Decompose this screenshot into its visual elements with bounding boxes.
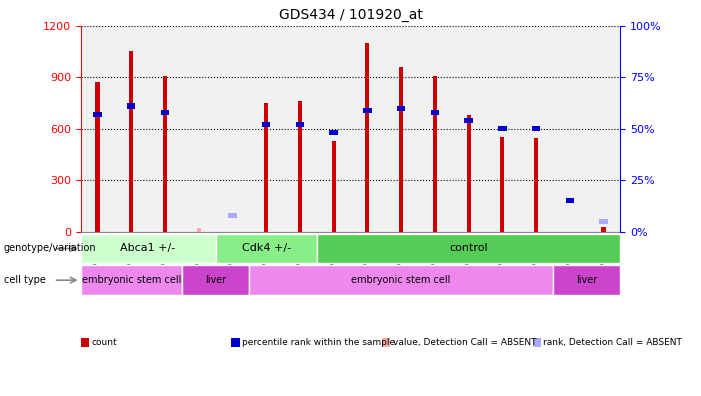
Bar <box>430 110 439 115</box>
Bar <box>264 103 268 232</box>
Bar <box>81 234 216 263</box>
Bar <box>182 26 216 232</box>
Bar <box>93 112 102 117</box>
Bar <box>519 26 553 232</box>
Bar <box>397 105 405 110</box>
Text: percentile rank within the sample: percentile rank within the sample <box>242 338 395 346</box>
Text: count: count <box>91 338 117 346</box>
Bar <box>599 219 608 224</box>
Bar <box>399 67 403 232</box>
Bar <box>601 227 606 232</box>
Text: embryonic stem cell: embryonic stem cell <box>351 275 451 285</box>
Text: genotype/variation: genotype/variation <box>4 244 96 253</box>
Bar <box>498 126 507 131</box>
Bar <box>433 76 437 232</box>
Bar <box>216 234 317 263</box>
Bar <box>114 26 148 232</box>
Bar <box>464 118 472 123</box>
Bar <box>182 265 250 295</box>
Bar <box>127 103 135 109</box>
Bar <box>148 26 182 232</box>
Bar <box>566 198 574 203</box>
Title: GDS434 / 101920_at: GDS434 / 101920_at <box>278 8 423 22</box>
Text: embryonic stem cell: embryonic stem cell <box>81 275 181 285</box>
Bar <box>350 26 384 232</box>
Bar <box>467 115 470 232</box>
Bar <box>317 234 620 263</box>
Bar <box>485 26 519 232</box>
Text: value, Detection Call = ABSENT: value, Detection Call = ABSENT <box>393 338 536 346</box>
Bar <box>451 26 485 232</box>
Bar <box>163 76 167 232</box>
Text: control: control <box>449 244 488 253</box>
Bar <box>283 26 317 232</box>
Text: Abca1 +/-: Abca1 +/- <box>121 244 176 253</box>
Bar <box>81 265 182 295</box>
Bar <box>81 26 114 232</box>
Bar <box>95 82 100 232</box>
Bar <box>534 138 538 232</box>
Bar <box>587 26 620 232</box>
Text: rank, Detection Call = ABSENT: rank, Detection Call = ABSENT <box>543 338 682 346</box>
Bar <box>250 26 283 232</box>
Bar <box>553 26 587 232</box>
Text: liver: liver <box>205 275 226 285</box>
Bar <box>553 265 620 295</box>
Bar <box>332 141 336 232</box>
Text: cell type: cell type <box>4 275 46 285</box>
Bar <box>384 26 418 232</box>
Text: liver: liver <box>576 275 597 285</box>
Bar <box>229 213 237 218</box>
Bar <box>129 51 133 232</box>
Bar <box>418 26 451 232</box>
Bar <box>161 110 169 115</box>
Bar <box>216 26 250 232</box>
Bar <box>298 101 302 232</box>
Text: Cdk4 +/-: Cdk4 +/- <box>242 244 291 253</box>
Bar <box>296 122 304 127</box>
Bar <box>501 137 504 232</box>
Bar <box>532 126 540 131</box>
Bar <box>250 265 553 295</box>
Bar <box>329 130 338 135</box>
Bar <box>262 122 271 127</box>
Bar <box>365 43 369 232</box>
Bar <box>363 108 372 113</box>
Bar <box>197 228 200 232</box>
Bar <box>317 26 350 232</box>
